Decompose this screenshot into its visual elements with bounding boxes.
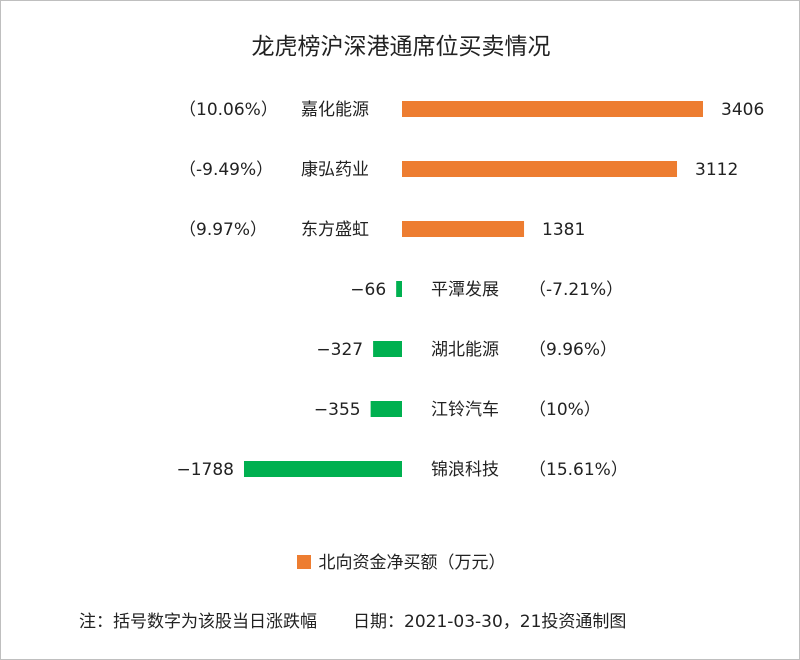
- legend: 北向资金净买额（万元）: [1, 548, 799, 573]
- pct-label: （10%）: [529, 400, 601, 420]
- value-label: −355: [314, 400, 361, 420]
- date-text: 日期：2021-03-30，21投资通制图: [353, 612, 627, 632]
- note-text: 注：括号数字为该股当日涨跌幅: [79, 612, 317, 632]
- category-label: 康弘药业: [301, 160, 369, 180]
- pct-label: （9.96%）: [529, 340, 617, 360]
- bar: [402, 221, 525, 237]
- category-label: 东方盛虹: [301, 220, 369, 240]
- legend-label: 北向资金净买额（万元）: [318, 553, 506, 573]
- value-label: −1788: [176, 460, 234, 480]
- category-label: 江铃汽车: [431, 400, 499, 420]
- footnote: 注：括号数字为该股当日涨跌幅 日期：2021-03-30，21投资通制图: [79, 607, 662, 632]
- category-label: 锦浪科技: [431, 460, 499, 480]
- bar: [373, 341, 402, 357]
- pct-label: （-7.21%）: [529, 280, 623, 300]
- pct-label: （9.97%）: [179, 220, 267, 240]
- chart-title: 龙虎榜沪深港通席位买卖情况: [251, 34, 551, 60]
- category-label: 湖北能源: [431, 340, 499, 360]
- bar: [243, 461, 402, 477]
- value-label: 3406: [721, 100, 764, 120]
- bar: [402, 101, 703, 117]
- bar: [402, 161, 678, 177]
- pct-label: （-9.49%）: [179, 160, 273, 180]
- value-label: 1381: [542, 220, 585, 240]
- legend-swatch: [296, 555, 311, 569]
- pct-label: （10.06%）: [179, 100, 278, 120]
- category-label: 嘉化能源: [301, 100, 369, 120]
- category-label: 平潭发展: [431, 280, 499, 300]
- value-label: −327: [316, 340, 363, 360]
- value-label: −66: [350, 280, 386, 300]
- bar: [396, 281, 402, 297]
- value-label: 3112: [695, 160, 738, 180]
- bar-plot: 3406 嘉化能源 （10.06%） 3112 康弘药业 （-9.49%） 1381 东方盛虹…: [176, 100, 764, 480]
- bar: [370, 401, 402, 417]
- pct-label: （15.61%）: [529, 460, 628, 480]
